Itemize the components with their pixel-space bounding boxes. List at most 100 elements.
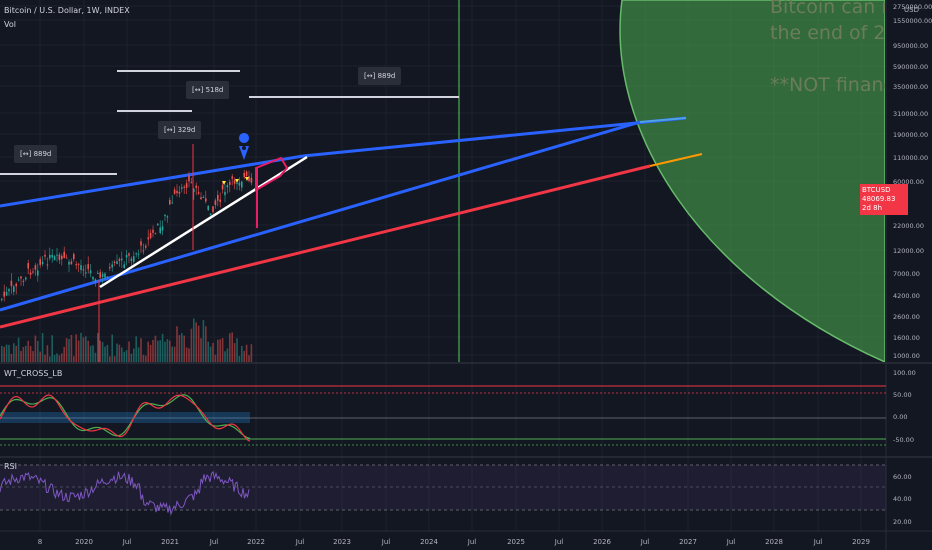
rsi-pane [0, 464, 886, 516]
volume-bar [49, 356, 51, 362]
volume-bar [121, 347, 123, 362]
wt-indicator-label[interactable]: WT_CROSS_LB [4, 369, 63, 378]
volume-bar [176, 326, 178, 362]
price-tick: 1550000.00 [893, 17, 932, 25]
measure-label: 518d [205, 86, 224, 94]
time-tick: Jul [295, 538, 305, 546]
candle-body [5, 292, 8, 296]
volume-bar [46, 345, 49, 362]
volume-bar [77, 340, 80, 362]
volume-bar [125, 350, 128, 362]
volume-bar [99, 340, 101, 362]
candle-body [190, 182, 193, 184]
volume-bar [130, 353, 133, 362]
volume-bar [152, 339, 154, 362]
candle-body [116, 261, 118, 265]
candle-body [29, 272, 32, 275]
volume-bar [214, 354, 217, 362]
time-tick: 2028 [765, 538, 783, 546]
price-tick: 2750000.00 [893, 3, 932, 11]
candle-body [49, 254, 51, 259]
candle-body [15, 283, 17, 287]
location-pin-dot [242, 146, 246, 150]
volume-bar [53, 354, 56, 362]
candle-body [205, 198, 207, 202]
volume-bar [32, 351, 34, 362]
candle-body [121, 258, 123, 261]
candle-body [61, 255, 63, 260]
time-tick: 2027 [679, 538, 697, 546]
candle-body [241, 181, 243, 188]
signal-triangle-1 [222, 181, 226, 185]
price-tick: 590000.00 [893, 63, 928, 71]
measure-box-2[interactable]: [↔] 518d [186, 81, 230, 99]
green-projection-zone [619, 0, 885, 362]
price-tick: 350000.00 [893, 83, 928, 91]
price-tick: 950000.00 [893, 42, 928, 50]
volume-bar [123, 351, 125, 362]
candle-body [97, 273, 99, 275]
candle-body [10, 280, 13, 287]
candle-body [27, 263, 29, 269]
measure-box-4[interactable]: [↔] 889d [358, 67, 402, 85]
white-support-line [99, 155, 308, 289]
volume-bar [243, 350, 245, 362]
candle-body [224, 191, 226, 196]
text-annotation[interactable]: Bitcoin can r the end of 2 **NOT financ [770, 0, 885, 94]
candle-body [65, 257, 68, 259]
time-tick: Jul [467, 538, 477, 546]
price-candles [1, 170, 253, 302]
wt-tick: 100.00 [893, 369, 916, 377]
volume-bar [75, 334, 77, 362]
candle-body [219, 199, 221, 202]
price-axis[interactable]: 2750000.00 1550000.00 950000.00 590000.00 35… [893, 3, 932, 360]
volume-bar [22, 346, 25, 362]
volume-bar [250, 344, 253, 362]
volume-bar [5, 344, 8, 362]
measure-box-1[interactable]: [↔] 889d [14, 145, 58, 163]
candle-body [181, 187, 183, 189]
measure-box-3[interactable]: [↔] 329d [158, 121, 202, 139]
volume-bar [118, 344, 121, 362]
rsi-tick: 20.00 [893, 518, 912, 526]
volume-bar [89, 345, 92, 362]
price-tick: 110000.00 [893, 154, 928, 162]
rsi-indicator-label[interactable]: RSI [4, 462, 17, 471]
annotation-line-2: the end of 2 [770, 22, 885, 44]
candle-body [226, 185, 229, 188]
candle-body [236, 182, 238, 184]
lower-blue-trendline [0, 120, 641, 312]
candle-body [171, 202, 173, 204]
candle-body [123, 264, 125, 269]
rsi-axis: 60.00 40.00 20.00 [893, 473, 912, 526]
volume-bar [44, 354, 46, 362]
volume-bar [39, 351, 41, 362]
volume-bar [3, 346, 5, 362]
candle-body [212, 206, 214, 213]
candle-body [207, 205, 209, 210]
annotation-line-3: **NOT financ [770, 74, 885, 94]
volume-bar [82, 337, 85, 362]
candle-body [164, 214, 166, 217]
volume-bar [135, 336, 137, 362]
volume-bar [116, 343, 118, 362]
candle-body [209, 213, 212, 216]
volume-bar [1, 345, 3, 362]
price-tick: 1000.00 [893, 352, 920, 360]
time-tick: Jul [381, 538, 391, 546]
wt-tick: 50.00 [893, 391, 912, 399]
candle-body [37, 270, 39, 276]
candle-body [41, 261, 44, 265]
candle-body [178, 191, 181, 194]
volume-bar [209, 346, 212, 362]
volume-bar [221, 338, 224, 362]
volume-bar [157, 340, 159, 362]
candle-body [152, 229, 154, 233]
time-tick: 2025 [507, 538, 525, 546]
candle-body [58, 254, 61, 260]
symbol-title[interactable]: Bitcoin / U.S. Dollar, 1W, INDEX [4, 6, 130, 15]
candle-body [147, 237, 149, 240]
time-axis[interactable]: 8 2020 Jul 2021 Jul 2022 Jul 2023 Jul 2024 Jul 2025… [38, 538, 870, 546]
countdown: 2d 8h [862, 204, 883, 212]
